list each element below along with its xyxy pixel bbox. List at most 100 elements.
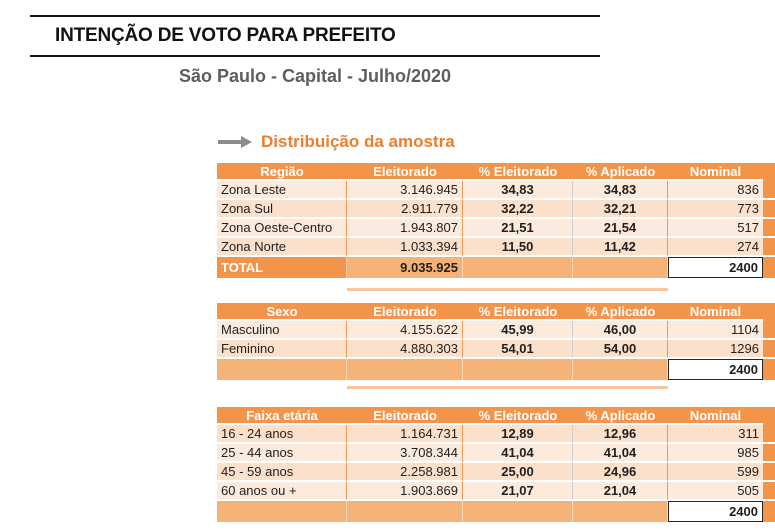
cell-label: 45 - 59 anos [217,463,347,482]
total-nominal: 2400 [668,359,763,380]
cell-pct-eleitorado: 54,01 [463,340,573,359]
cell-pct-aplicado: 21,04 [573,482,668,501]
table-row: 25 - 44 anos 3.708.344 41,04 41,04 985 [217,444,775,463]
page-title: INTENÇÃO DE VOTO PARA PREFEITO [55,25,396,46]
cell-pct-eleitorado: 41,04 [463,444,573,463]
section-heading: Distribuição da amostra [218,130,455,154]
column-header-4: Nominal [668,163,763,181]
table-row: Zona Norte 1.033.394 11,50 11,42 274 [217,238,775,257]
cell-eleitorado: 1.903.869 [347,482,463,501]
table-right-edge [763,407,775,425]
cell-eleitorado: 3.708.344 [347,444,463,463]
cell-label: Feminino [217,340,347,359]
cell-eleitorado: 2.911.779 [347,200,463,219]
table-right-edge [763,163,775,181]
total-nominal: 2400 [668,501,763,522]
cell-eleitorado: 3.146.945 [347,181,463,200]
column-header-3: % Aplicado [573,303,668,321]
cell-label: 25 - 44 anos [217,444,347,463]
total-nominal: 2400 [668,257,763,278]
cell-pct-eleitorado: 34,83 [463,181,573,200]
table-right-edge [763,463,775,482]
cell-pct-aplicado: 21,54 [573,219,668,238]
table-row: Feminino 4.880.303 54,01 54,00 1296 [217,340,775,359]
cell-pct-eleitorado: 45,99 [463,321,573,340]
cell-pct-aplicado [573,359,668,380]
cell-eleitorado: 1.033.394 [347,238,463,257]
column-header-2: % Eleitorado [463,407,573,425]
table-right-edge [763,219,775,238]
cell-pct-eleitorado: 32,22 [463,200,573,219]
cell-pct-aplicado: 11,42 [573,238,668,257]
cell-pct-aplicado: 12,96 [573,425,668,444]
table-right-edge [763,359,775,380]
table-sex: Sexo Eleitorado% Eleitorado% Aplicado Nomi… [217,303,775,380]
table-age: Faixa etária Eleitorado% Eleitorado% Apli… [217,407,775,522]
table-right-edge [763,181,775,200]
table-row: 60 anos ou +1.903.869 21,07 21,04 505 [217,482,775,501]
table-right-edge [763,303,775,321]
cell-eleitorado: 2.258.981 [347,463,463,482]
column-header-3: % Aplicado [573,163,668,181]
table-row: Zona Leste 3.146.945 34,83 34,83 836 [217,181,775,200]
cell-eleitorado: 1.943.807 [347,219,463,238]
cell-label: Masculino [217,321,347,340]
total-label [217,359,347,380]
column-header-4: Nominal [668,407,763,425]
table-right-edge [763,200,775,219]
table-right-edge [763,444,775,463]
table-row: 45 - 59 anos 2.258.981 25,00 24,96 599 [217,463,775,482]
column-header-2: % Eleitorado [463,163,573,181]
cell-pct-eleitorado: 21,51 [463,219,573,238]
cell-pct-eleitorado: 11,50 [463,238,573,257]
column-header-0: Região [217,163,347,181]
cell-pct-aplicado: 32,21 [573,200,668,219]
title-rule-bottom [30,55,600,57]
column-header-3: % Aplicado [573,407,668,425]
title-rule-top [30,15,600,17]
cell-pct-aplicado: 34,83 [573,181,668,200]
table-bottom-border [347,386,668,389]
column-header-0: Faixa etária [217,407,347,425]
table-right-edge [763,321,775,340]
cell-pct-eleitorado [463,257,573,278]
cell-pct-aplicado [573,257,668,278]
cell-eleitorado [347,359,463,380]
cell-pct-eleitorado [463,501,573,522]
arrow-right-icon [218,136,252,148]
table-row: 16 - 24 anos 1.164.731 12,89 12,96 311 [217,425,775,444]
cell-eleitorado: 1.164.731 [347,425,463,444]
cell-nominal: 599 [668,463,763,482]
column-header-0: Sexo [217,303,347,321]
section-heading-label: Distribuição da amostra [261,132,455,151]
table-right-edge [763,238,775,257]
cell-label: Zona Oeste-Centro [217,219,347,238]
total-row: 2400 [217,501,775,522]
cell-eleitorado: 4.155.622 [347,321,463,340]
table-row: Zona Oeste-Centro 1.943.807 21,51 21,54 517 [217,219,775,238]
cell-nominal: 517 [668,219,763,238]
column-header-2: % Eleitorado [463,303,573,321]
column-header-1: Eleitorado [347,163,463,181]
cell-nominal: 836 [668,181,763,200]
cell-pct-aplicado: 41,04 [573,444,668,463]
total-row: 2400 [217,359,775,380]
table-region: Região Eleitorado% Eleitorado% Aplicado No… [217,163,775,278]
cell-nominal: 274 [668,238,763,257]
cell-label: Zona Leste [217,181,347,200]
cell-pct-aplicado: 24,96 [573,463,668,482]
cell-eleitorado: 9.035.925 [347,257,463,278]
total-row: TOTAL 9.035.925 2400 [217,257,775,278]
table-bottom-border [347,288,668,291]
column-header-1: Eleitorado [347,407,463,425]
cell-label: Zona Norte [217,238,347,257]
cell-pct-aplicado: 46,00 [573,321,668,340]
cell-nominal: 1296 [668,340,763,359]
cell-pct-eleitorado: 25,00 [463,463,573,482]
header-row: Faixa etária Eleitorado% Eleitorado% Apli… [217,407,775,425]
column-header-4: Nominal [668,303,763,321]
table-right-edge [763,257,775,278]
header-row: Região Eleitorado% Eleitorado% Aplicado No… [217,163,775,181]
cell-eleitorado [347,501,463,522]
page-subtitle: São Paulo - Capital - Julho/2020 [178,66,452,86]
